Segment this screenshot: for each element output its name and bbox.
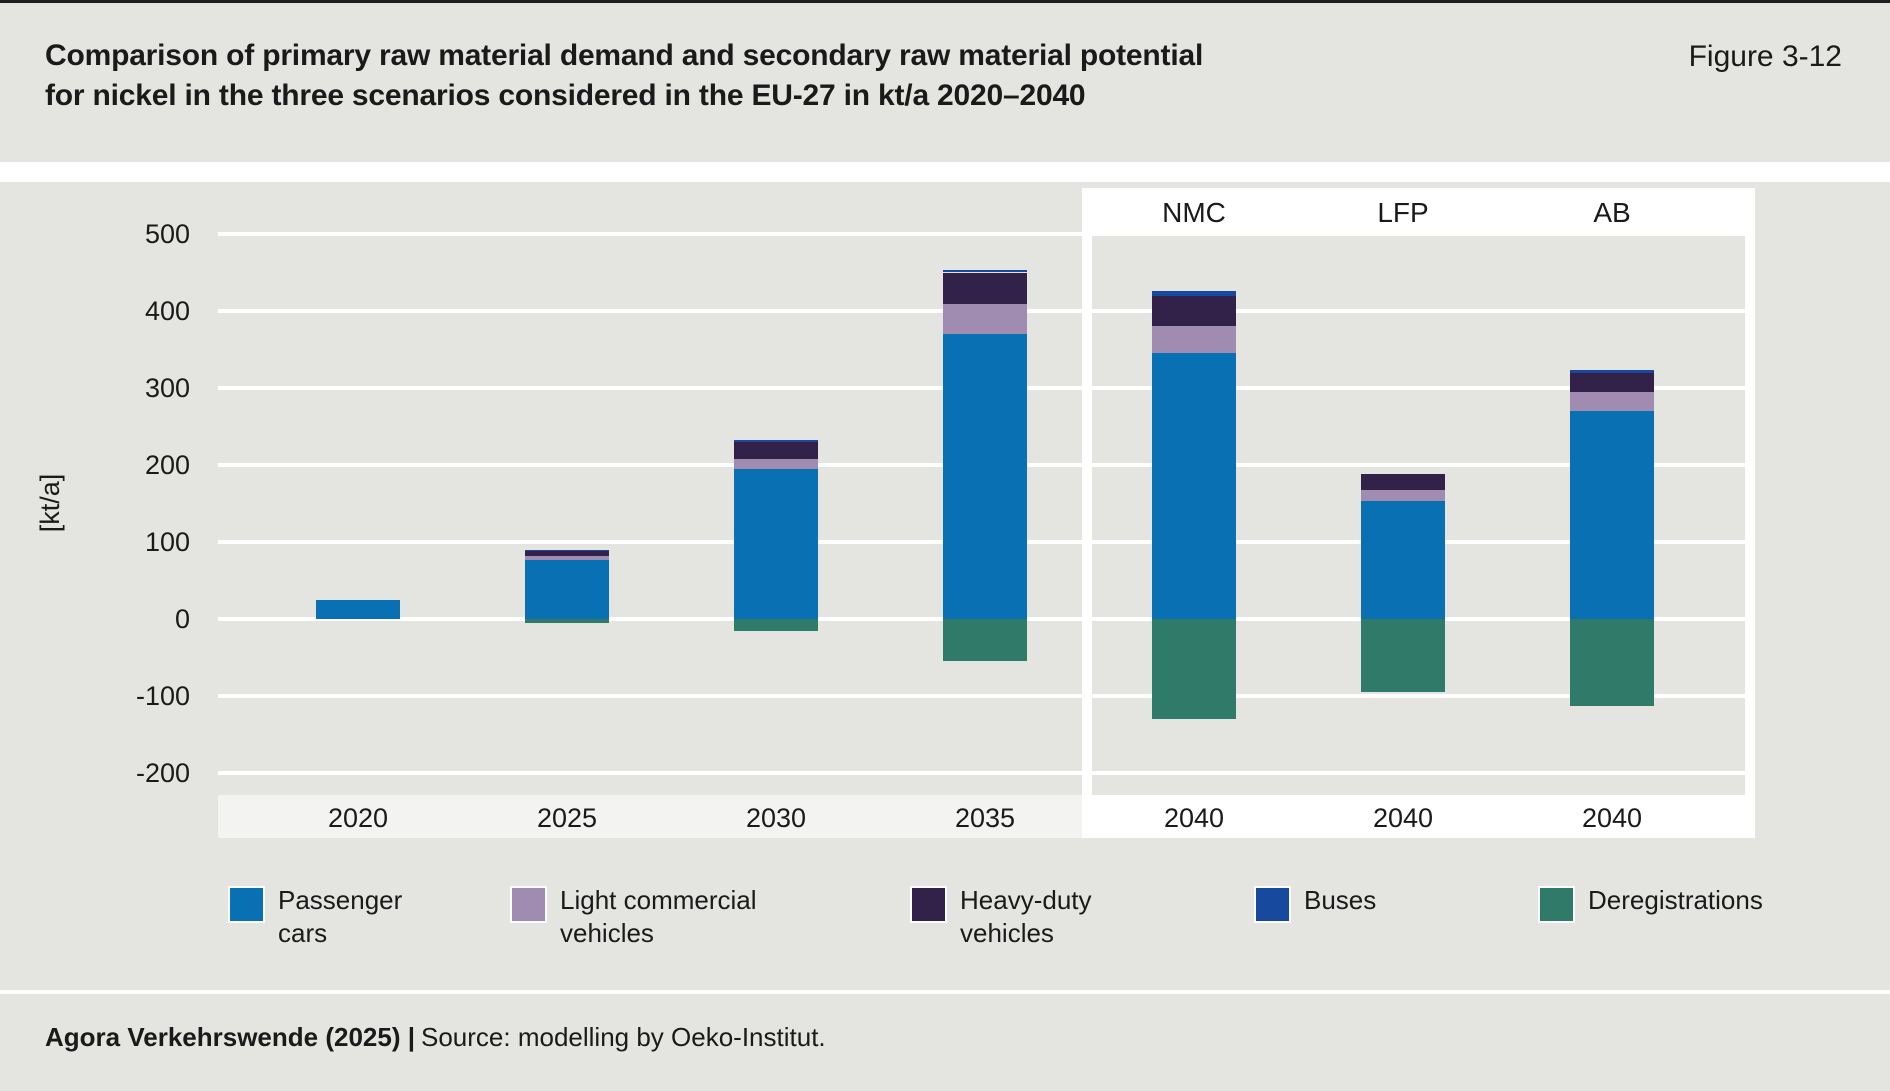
bar-segment-passenger-cars-2040: [1152, 353, 1236, 619]
legend-label-line: Passenger: [278, 885, 403, 915]
bar-segment-heavy-duty-vehicles-2040: [1570, 372, 1654, 392]
legend-label-line: Buses: [1304, 885, 1377, 915]
x-axis-label-2020-0: 2020: [327, 803, 389, 833]
legend-label-line: Heavy-duty: [960, 885, 1092, 915]
bar-segment-buses-2030: [734, 439, 818, 442]
title-separator-band: [0, 162, 1890, 182]
bar-segment-light-commercial-vehicles-2040: [1570, 391, 1654, 412]
bar-segment-heavy-duty-vehicles-2030: [734, 441, 818, 459]
legend-swatch-0: [230, 888, 263, 921]
figure-title: Comparison of primary raw material deman…: [45, 36, 1203, 116]
footer-separator-line: [0, 990, 1890, 994]
x-axis-label-2040-6: 2040: [1581, 803, 1643, 833]
figure-number-label: Figure 3-12: [1688, 40, 1842, 73]
y-tick-label--100: -100: [135, 681, 190, 711]
bar-segment-deregistrations-2030: [734, 619, 818, 632]
legend-label-2: Heavy-duty vehicles: [960, 884, 1092, 950]
x-axis-label-2025-1: 2025: [536, 803, 598, 833]
bar-segment-light-commercial-vehicles-2025: [525, 555, 609, 560]
gridline-500: [218, 232, 1755, 236]
x-axis-label-2040-4: 2040: [1163, 803, 1225, 833]
legend-label-line: Deregistrations: [1588, 885, 1763, 915]
bar-segment-deregistrations-2040: [1570, 619, 1654, 706]
legend-label-1: Light commercial vehicles: [560, 884, 757, 950]
bar-segment-deregistrations-2025: [525, 619, 609, 623]
bar-segment-heavy-duty-vehicles-2040: [1152, 295, 1236, 327]
source-text: Source: modelling by Oeko-Institut.: [421, 1022, 826, 1052]
y-tick-label-400: 400: [144, 296, 190, 326]
legend-label-line: vehicles: [960, 918, 1054, 948]
bar-segment-heavy-duty-vehicles-2025: [525, 551, 609, 556]
y-tick-label-0: 0: [174, 604, 190, 634]
legend-swatch-1: [512, 888, 545, 921]
bar-segment-light-commercial-vehicles-2030: [734, 458, 818, 469]
bar-segment-light-commercial-vehicles-2035: [943, 304, 1027, 335]
bar-segment-heavy-duty-vehicles-2035: [943, 272, 1027, 305]
bar-segment-buses-2025: [525, 550, 609, 552]
y-tick-label-100: 100: [144, 527, 190, 557]
bar-segment-passenger-cars-2040: [1361, 501, 1445, 619]
gridline--200: [218, 771, 1755, 775]
figure-title-line2: for nickel in the three scenarios consid…: [45, 79, 1086, 112]
bar-segment-passenger-cars-2040: [1570, 411, 1654, 619]
bar-segment-passenger-cars-2025: [525, 559, 609, 619]
bar-segment-buses-2040: [1152, 290, 1236, 296]
bar-segment-heavy-duty-vehicles-2040: [1361, 474, 1445, 490]
y-tick-label-200: 200: [144, 450, 190, 480]
bar-segment-light-commercial-vehicles-2040: [1361, 489, 1445, 502]
bar-segment-buses-2040: [1570, 369, 1654, 373]
figure-title-line1: Comparison of primary raw material deman…: [45, 39, 1204, 72]
x-axis-label-2035-3: 2035: [954, 803, 1016, 833]
bar-segment-passenger-cars-2020: [316, 599, 400, 619]
legend-label-line: cars: [278, 918, 328, 948]
bar-segment-deregistrations-2040: [1361, 619, 1445, 693]
scenario-header-NMC: NMC: [1162, 197, 1226, 228]
top-border-strip: [0, 0, 1890, 3]
scenario-header-LFP: LFP: [1377, 197, 1429, 228]
legend-label-line: Light commercial: [560, 885, 757, 915]
source-footer: Agora Verkehrswende (2025) | Source: mode…: [45, 1020, 826, 1054]
x-axis-label-2040-5: 2040: [1372, 803, 1434, 833]
legend-swatch-4: [1540, 888, 1573, 921]
legend-label-3: Buses: [1304, 884, 1376, 917]
legend-label-line: vehicles: [560, 918, 654, 948]
bar-segment-buses-2035: [943, 270, 1027, 273]
bar-segment-deregistrations-2040: [1152, 619, 1236, 720]
x-axis-label-2030-2: 2030: [745, 803, 807, 833]
bar-segment-passenger-cars-2035: [943, 334, 1027, 619]
bar-segment-deregistrations-2035: [943, 619, 1027, 662]
gridline--100: [218, 694, 1755, 698]
scenario-header-AB: AB: [1593, 197, 1631, 228]
y-tick-label--200: -200: [135, 758, 190, 788]
legend-swatch-2: [912, 888, 945, 921]
y-tick-label-300: 300: [144, 373, 190, 403]
y-tick-label-500: 500: [144, 219, 190, 249]
source-publisher: Agora Verkehrswende (2025) |: [45, 1022, 415, 1052]
legend-label-4: Deregistrations: [1588, 884, 1763, 917]
legend-swatch-3: [1256, 888, 1289, 921]
legend-label-0: Passenger cars: [278, 884, 402, 950]
bar-segment-passenger-cars-2030: [734, 468, 818, 619]
x-axis-label-strip: [218, 795, 1082, 838]
bar-segment-light-commercial-vehicles-2040: [1152, 326, 1236, 354]
